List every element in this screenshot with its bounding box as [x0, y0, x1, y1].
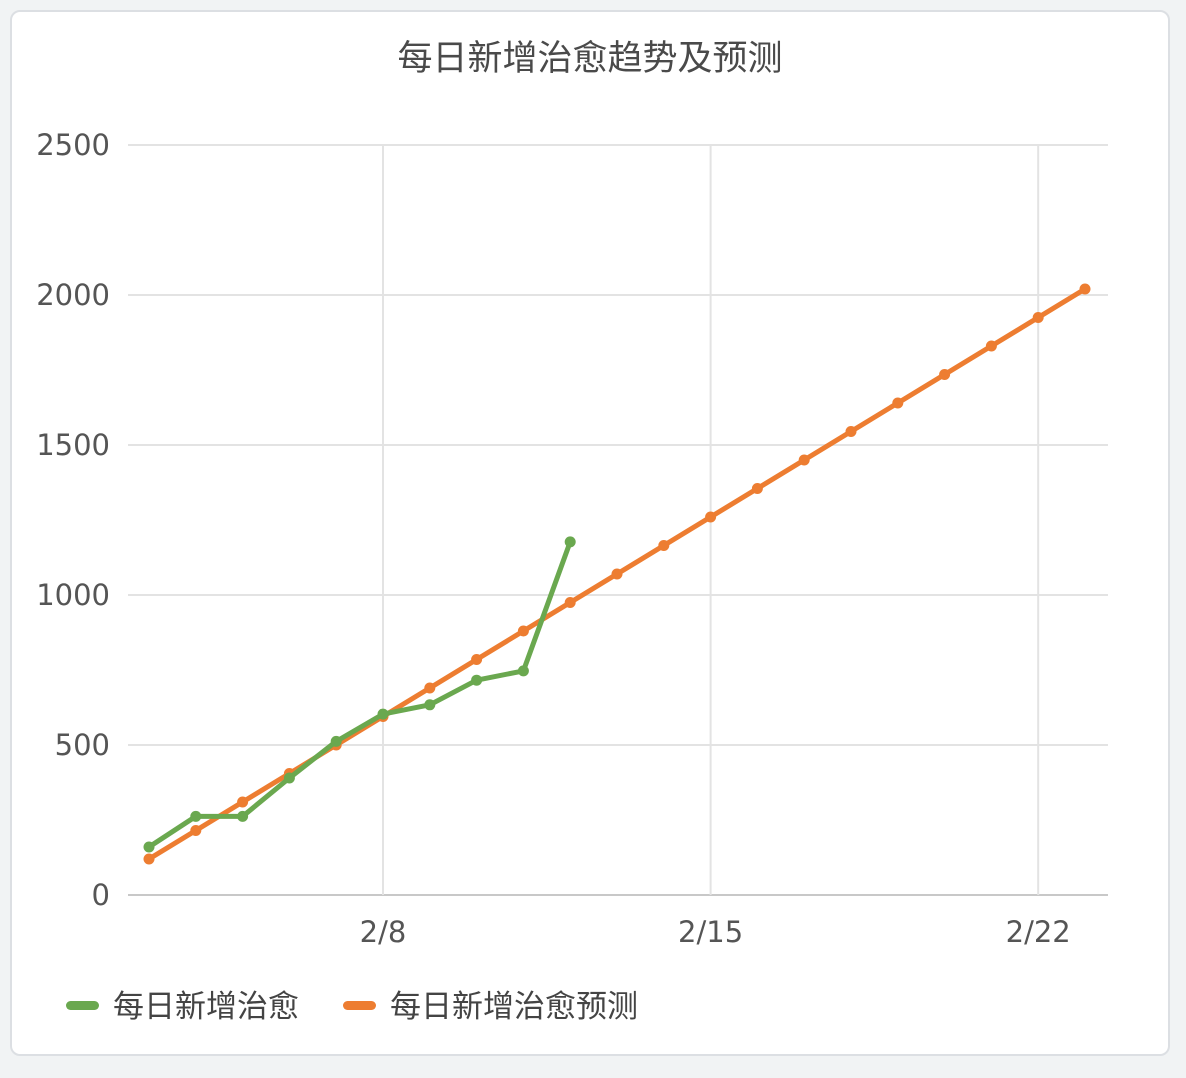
- data-point-actual[interactable]: [471, 674, 483, 686]
- legend-swatch: [66, 1001, 99, 1010]
- legend-label: 每日新增治愈: [113, 989, 299, 1025]
- data-point-forecast[interactable]: [1079, 283, 1091, 295]
- data-point-actual[interactable]: [377, 708, 389, 720]
- data-point-forecast[interactable]: [564, 597, 576, 608]
- series-actual: [143, 536, 576, 853]
- data-point-forecast[interactable]: [939, 369, 951, 380]
- y-tick-label: 2000: [36, 278, 110, 312]
- legend-item-actual[interactable]: 每日新增治愈: [66, 989, 299, 1025]
- x-tick-label: 2/8: [360, 915, 407, 949]
- data-point-actual[interactable]: [424, 699, 436, 711]
- y-tick-label: 0: [92, 878, 110, 912]
- data-point-forecast[interactable]: [751, 483, 763, 494]
- series-line-actual: [146, 539, 573, 850]
- x-tick-label: 2/22: [1006, 915, 1071, 949]
- data-point-forecast[interactable]: [798, 454, 810, 466]
- data-point-actual[interactable]: [517, 665, 529, 677]
- legend-swatch: [343, 1001, 376, 1010]
- y-tick-label: 500: [55, 728, 110, 762]
- data-point-actual[interactable]: [330, 735, 342, 747]
- data-point-forecast[interactable]: [892, 397, 904, 409]
- data-point-forecast[interactable]: [1032, 312, 1044, 323]
- data-point-forecast[interactable]: [517, 625, 529, 637]
- data-point-forecast[interactable]: [471, 654, 483, 665]
- data-point-actual[interactable]: [237, 810, 249, 822]
- y-tick-label: 1500: [36, 428, 110, 462]
- y-tick-label: 1000: [36, 578, 110, 612]
- legend-item-forecast[interactable]: 每日新增治愈预测: [343, 989, 638, 1025]
- x-tick-label: 2/15: [678, 915, 743, 949]
- data-point-actual[interactable]: [564, 536, 576, 548]
- chart-card: [10, 10, 1170, 1056]
- data-point-forecast[interactable]: [705, 511, 717, 523]
- chart-title: 每日新增治愈趋势及预测: [397, 39, 782, 79]
- data-point-forecast[interactable]: [658, 540, 670, 551]
- y-axis-ticks: 0 500 1000 1500 2000 2500: [36, 128, 110, 912]
- data-point-forecast[interactable]: [237, 796, 249, 808]
- x-axis-ticks: 2/8 2/15 2/22: [360, 915, 1071, 949]
- y-tick-label: 2500: [36, 128, 110, 162]
- data-point-forecast[interactable]: [143, 853, 155, 865]
- data-point-forecast[interactable]: [424, 682, 436, 694]
- data-point-forecast[interactable]: [985, 340, 997, 352]
- data-point-forecast[interactable]: [611, 568, 623, 580]
- data-point-forecast[interactable]: [845, 426, 857, 437]
- data-point-actual[interactable]: [283, 772, 295, 784]
- data-point-actual[interactable]: [190, 810, 202, 822]
- grid-lines: [128, 144, 1108, 896]
- legend[interactable]: 每日新增治愈 每日新增治愈预测: [66, 989, 638, 1025]
- data-point-forecast[interactable]: [190, 825, 202, 836]
- series-group: [143, 283, 1091, 865]
- legend-label: 每日新增治愈预测: [390, 989, 638, 1025]
- data-point-actual[interactable]: [143, 841, 155, 853]
